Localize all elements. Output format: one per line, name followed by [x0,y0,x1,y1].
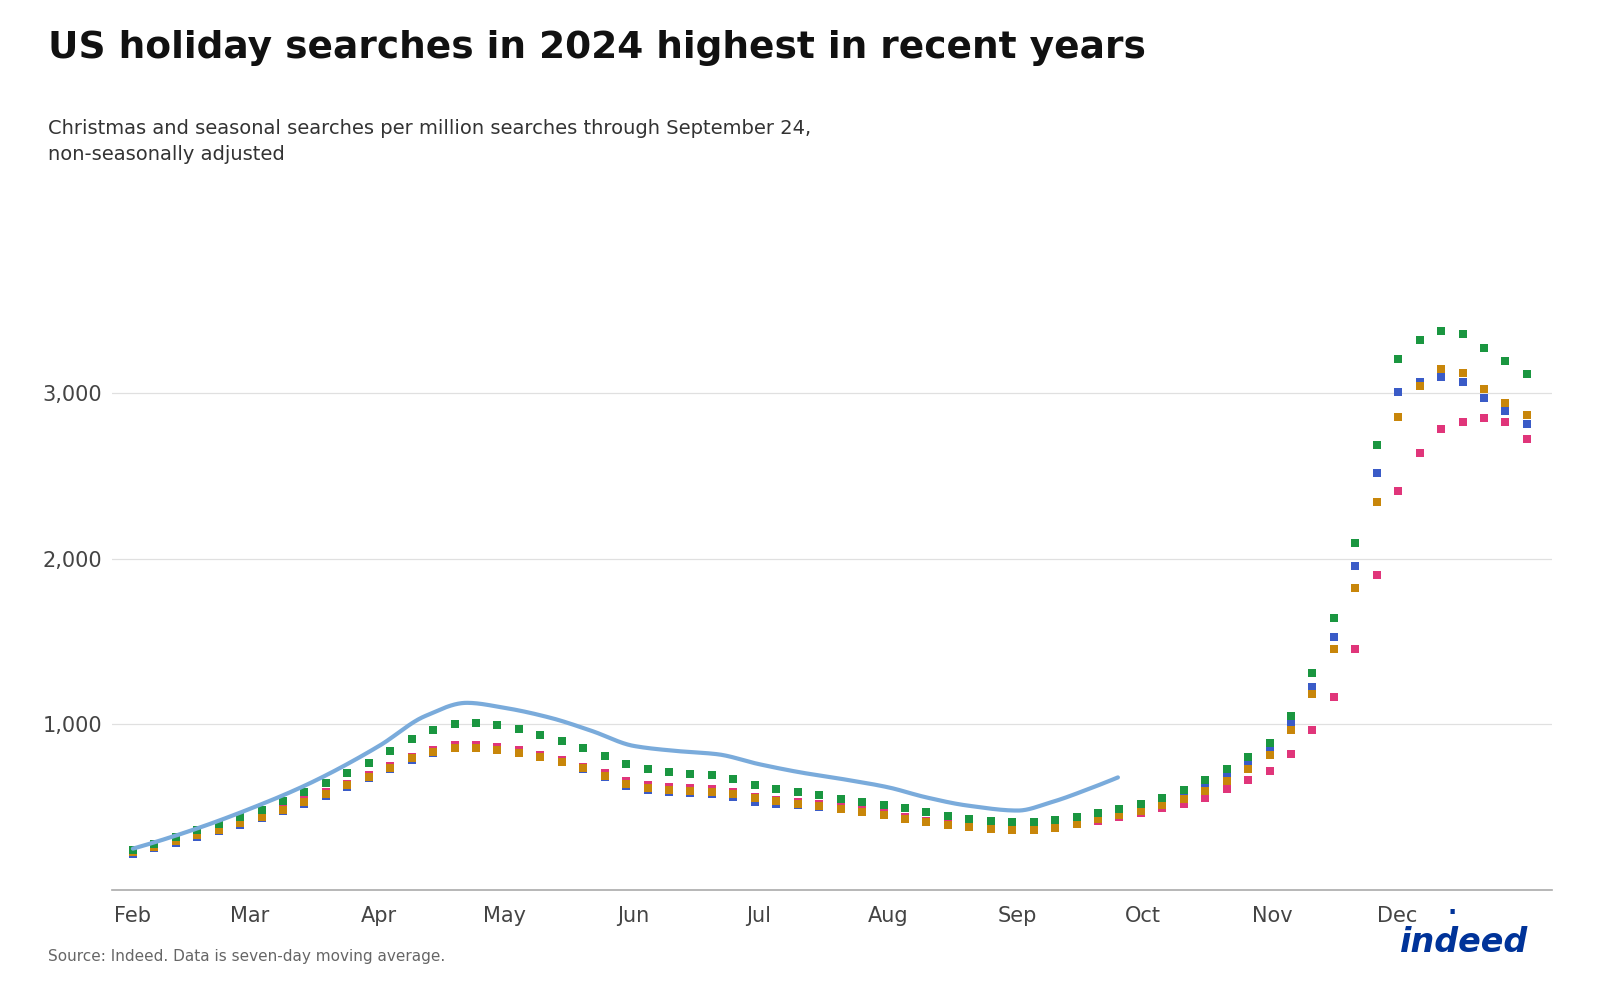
Line: 2019: 2019 [128,373,1531,857]
2019 [723,791,742,803]
2019 [1517,417,1536,429]
2021 [1475,412,1494,424]
2023 [467,717,486,729]
2021 [1218,783,1237,795]
2019 [552,757,571,768]
2023 [1218,764,1237,775]
2024 [1109,771,1128,783]
2024 [603,733,622,745]
2019 [1410,376,1429,388]
2022 [1432,363,1451,375]
2023 [1410,334,1429,346]
2019 [230,819,250,831]
Line: 2023: 2023 [128,326,1531,854]
2022 [1517,409,1536,421]
Text: Source: Indeed. Data is seven-day moving average.: Source: Indeed. Data is seven-day moving… [48,949,445,964]
Text: indeed: indeed [1400,927,1528,959]
2023 [1517,368,1536,380]
2021 [723,785,742,797]
2023 [123,845,142,856]
2023 [723,773,742,785]
2019 [1218,770,1237,782]
2019 [467,741,486,753]
2021 [1410,447,1429,459]
2023 [552,735,571,747]
2021 [123,845,142,856]
2024 [123,843,142,854]
Text: ·: · [1446,893,1459,935]
2021 [230,816,250,828]
2022 [123,846,142,857]
Line: 2024: 2024 [133,703,1118,849]
2022 [552,756,571,767]
2022 [467,742,486,754]
2024 [576,723,595,735]
Line: 2021: 2021 [128,413,1531,854]
2019 [123,848,142,859]
Text: US holiday searches in 2024 highest in recent years: US holiday searches in 2024 highest in r… [48,30,1146,65]
Text: Christmas and seasonal searches per million searches through September 24,
non-s: Christmas and seasonal searches per mill… [48,119,811,164]
2021 [552,755,571,766]
2022 [1410,380,1429,392]
2023 [1432,324,1451,336]
2019 [1432,371,1451,383]
2021 [467,739,486,751]
2022 [723,788,742,800]
Line: 2022: 2022 [128,365,1531,856]
2024 [173,827,192,839]
2024 [899,787,918,799]
2023 [230,811,250,823]
2022 [230,818,250,830]
2021 [1517,432,1536,444]
2022 [1218,774,1237,786]
2024 [1080,782,1099,794]
2024 [458,697,477,709]
2024 [1080,782,1099,794]
